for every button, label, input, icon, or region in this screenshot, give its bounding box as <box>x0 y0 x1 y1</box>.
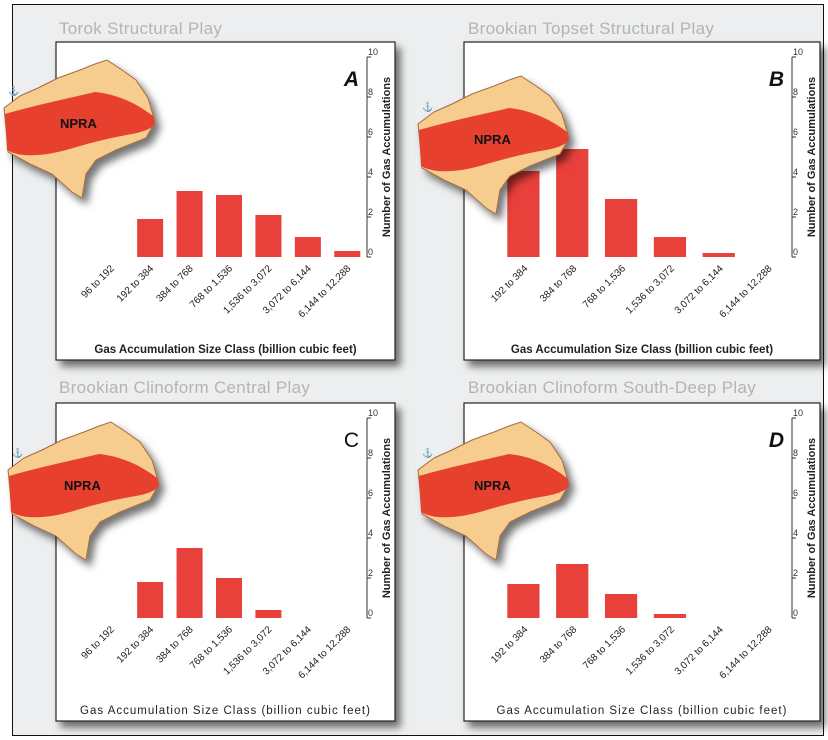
bar <box>507 171 540 257</box>
x-axis-label: Gas Accumulation Size Class (billion cub… <box>80 705 371 717</box>
bar <box>215 195 243 257</box>
map-corner-mark: ⚓ <box>422 101 433 112</box>
bar <box>215 578 243 618</box>
map-play-area <box>419 108 569 172</box>
y-tick-label: 8 <box>368 87 373 97</box>
y-axis-label: Number of Gas Accumulations <box>806 438 818 598</box>
bar <box>137 582 164 618</box>
bar <box>176 191 203 257</box>
bar <box>604 199 638 257</box>
y-tick-label: 10 <box>368 47 378 57</box>
y-tick-label: 0 <box>793 608 798 618</box>
y-tick-label: 4 <box>793 167 798 177</box>
y-tick-label: 10 <box>793 47 803 57</box>
y-tick-label: 0 <box>793 247 798 257</box>
map-play-area <box>9 454 159 518</box>
npra-map: NPRA ⚓ <box>7 421 160 561</box>
bar <box>255 215 282 257</box>
panel-title-d: Brookian Clinoform South-Deep Play <box>468 378 757 397</box>
y-tick-label: 8 <box>368 448 373 458</box>
y-tick-label: 6 <box>368 488 373 498</box>
bar <box>255 610 282 618</box>
y-tick-label: 4 <box>793 528 798 538</box>
map-play-area <box>5 92 155 156</box>
y-tick-label: 2 <box>368 207 373 217</box>
map-label: NPRA <box>64 478 101 493</box>
y-tick-label: 8 <box>793 87 798 97</box>
y-tick-label: 2 <box>368 568 373 578</box>
bar <box>556 564 589 618</box>
bar <box>334 251 361 257</box>
x-axis-label: Gas Accumulation Size Class (billion cub… <box>511 344 773 356</box>
panel-letter: B <box>769 68 784 91</box>
bar <box>294 237 321 257</box>
npra-map: NPRA ⚓ <box>3 59 156 199</box>
npra-map: NPRA ⚓ <box>417 75 570 215</box>
y-tick-label: 0 <box>368 608 373 618</box>
y-axis-label: Number of Gas Accumulations <box>806 77 818 237</box>
y-axis-label: Number of Gas Accumulations <box>381 77 393 237</box>
bar <box>653 237 687 257</box>
bar <box>556 149 589 257</box>
panel-title-c: Brookian Clinoform Central Play <box>59 378 311 397</box>
y-tick-label: 6 <box>793 488 798 498</box>
map-corner-mark: ⚓ <box>8 85 19 96</box>
x-axis-label: Gas Accumulation Size Class (billion cub… <box>94 344 356 356</box>
bar <box>604 594 638 618</box>
y-tick-label: 4 <box>368 167 373 177</box>
map-play-area <box>419 454 569 518</box>
y-tick-label: 2 <box>793 568 798 578</box>
npra-map: NPRA ⚓ <box>417 421 570 561</box>
bar <box>176 548 203 618</box>
map-label: NPRA <box>474 132 511 147</box>
y-axis-label: Number of Gas Accumulations <box>381 438 393 598</box>
panel-letter: A <box>343 68 359 91</box>
y-tick-label: 10 <box>793 408 803 418</box>
panel-letter: C <box>344 429 359 452</box>
y-tick-label: 0 <box>368 247 373 257</box>
map-label: NPRA <box>60 116 97 131</box>
panel-letter: D <box>769 429 784 452</box>
bar <box>137 219 164 257</box>
bar <box>702 253 735 257</box>
y-tick-label: 8 <box>793 448 798 458</box>
y-tick-label: 4 <box>368 528 373 538</box>
panel-title-a: Torok Structural Play <box>59 19 223 38</box>
y-tick-label: 2 <box>793 207 798 217</box>
y-tick-label: 10 <box>368 408 378 418</box>
map-corner-mark: ⚓ <box>12 447 23 458</box>
bar <box>507 584 540 618</box>
map-label: NPRA <box>474 478 511 493</box>
y-tick-label: 6 <box>368 127 373 137</box>
panel-title-b: Brookian Topset Structural Play <box>468 19 715 38</box>
map-corner-mark: ⚓ <box>422 447 433 458</box>
bar <box>653 614 687 618</box>
x-axis-label: Gas Accumulation Size Class (billion cub… <box>497 705 788 717</box>
y-tick-label: 6 <box>793 127 798 137</box>
